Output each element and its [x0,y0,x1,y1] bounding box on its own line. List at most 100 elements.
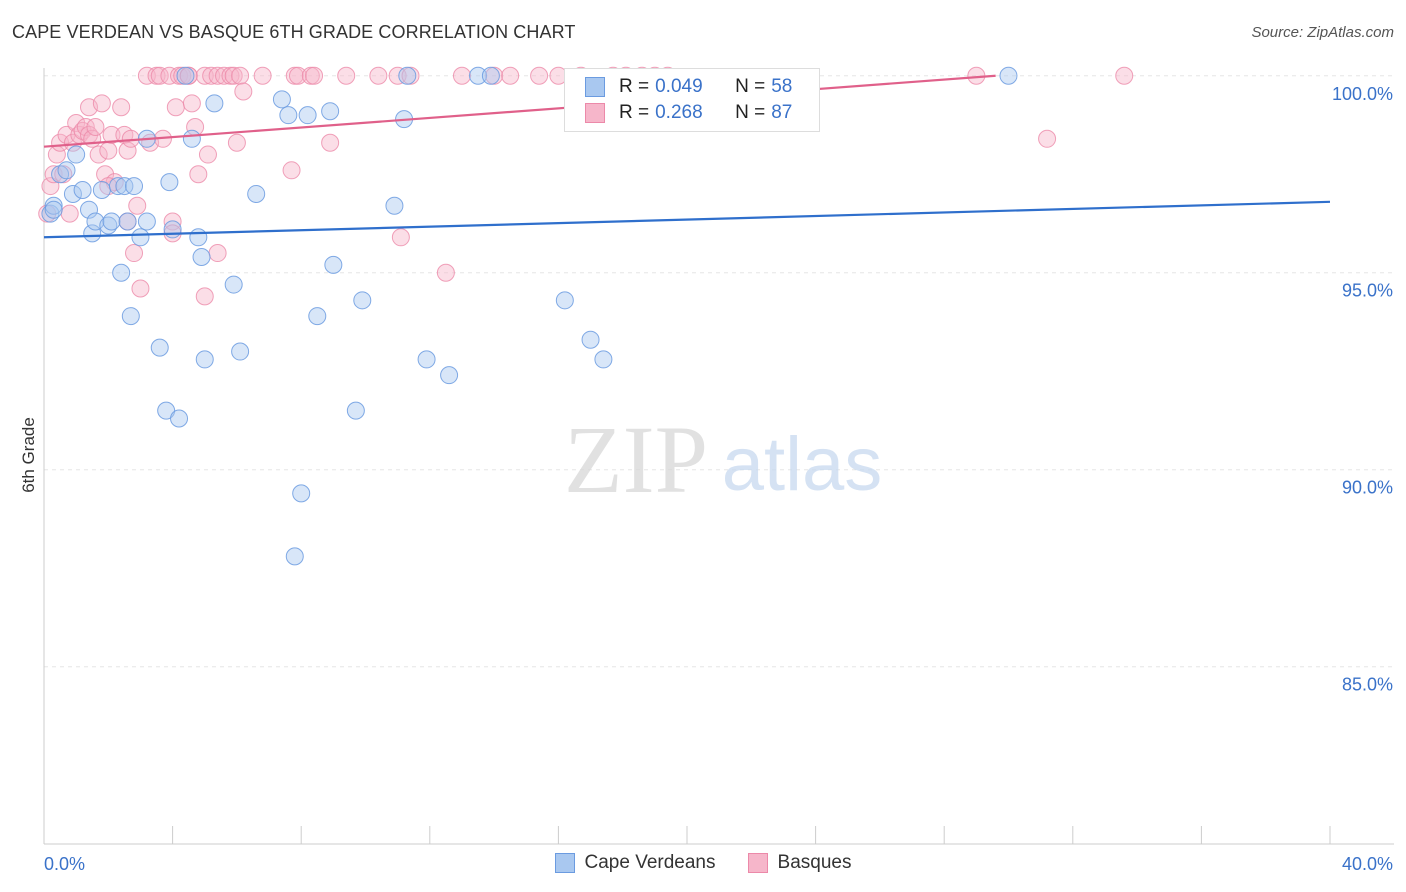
cape-verdeans-trend-line [43,200,1331,239]
legend-r-label: R = [619,76,650,97]
basques-point [160,66,179,85]
basques-point [99,141,118,160]
legend-label-cape-verdeans: Cape Verdeans [584,852,716,873]
cape-verdeans-point [163,220,182,239]
cape-verdeans-point [308,307,327,326]
cape-verdeans-points [41,66,1018,566]
cape-verdeans-point [63,184,82,203]
axis-layer [43,68,1394,845]
basques-point [1038,129,1057,148]
cape-verdeans-point [150,338,169,357]
cape-verdeans-point [581,330,600,349]
cape-verdeans-point [44,196,63,215]
cape-verdeans-point [189,228,208,247]
cape-verdeans-point [192,247,211,266]
watermark: ZIP atlas [564,406,882,513]
legend-swatch-blue [554,853,575,873]
cape-verdeans-point [83,224,102,243]
basques-point [530,66,549,85]
y-tick-label: 100.0% [1332,84,1393,104]
chart-title: CAPE VERDEAN VS BASQUE 6TH GRADE CORRELA… [12,22,576,42]
y-tick-label: 85.0% [1342,675,1393,695]
cape-verdeans-point [67,145,86,164]
cape-verdeans-point [160,173,179,192]
basques-point [253,66,272,85]
basques-point [208,66,227,85]
basques-point [150,66,169,85]
cape-verdeans-point [398,66,417,85]
basques-point [195,287,214,306]
legend-n-value: 87 [771,102,793,123]
legend-r-value: 0.049 [655,76,703,97]
basques-point [198,145,217,164]
cape-verdeans-point [231,342,250,361]
cape-verdeans-point [205,94,224,113]
basques-point [436,263,455,282]
basques-point [234,82,253,101]
legend-n-value: 58 [771,76,793,97]
cape-verdeans-point [108,177,127,196]
basques-point [195,66,214,85]
tick-labels: 100.0% 95.0% 90.0% 85.0% 0.0% 40.0% [44,84,1393,874]
cape-verdeans-point [279,106,298,125]
basques-point [96,165,115,184]
cape-verdeans-point [112,263,131,282]
cape-verdeans-point [195,350,214,369]
cape-verdeans-point [272,90,291,109]
y-axis-label: 6th Grade [19,417,38,493]
legend-item-basques[interactable]: Basques [747,852,851,874]
x-tick-label: 0.0% [44,854,85,874]
basques-point [501,66,520,85]
series-legend: Cape Verdeans Basques [0,852,1406,874]
basques-point [202,66,221,85]
cape-verdeans-point [321,102,340,121]
grid-layer [44,75,1394,668]
cape-verdeans-point [118,212,137,231]
cape-verdeans-point [125,177,144,196]
cape-verdeans-point [555,291,574,310]
cape-verdeans-point [44,200,63,219]
cape-verdeans-point [292,484,311,503]
cape-verdeans-point [440,366,459,385]
cape-verdeans-point [346,401,365,420]
basques-point [137,66,156,85]
basques-point [182,94,201,113]
cape-verdeans-point [170,409,189,428]
cape-verdeans-point [385,196,404,215]
legend-r-label: R = [619,102,650,123]
cape-verdeans-point [298,106,317,125]
basques-trend-line [43,74,996,148]
legend-item-cape-verdeans[interactable]: Cape Verdeans [554,852,716,874]
basques-point [215,66,234,85]
cape-verdeans-point [115,177,134,196]
basques-point [92,94,111,113]
cape-verdeans-point [417,350,436,369]
basques-point [118,141,137,160]
legend-row-cape-verdeans: R = 0.049 N = 58 [585,75,792,99]
basques-point [452,66,471,85]
basques-point [391,228,410,247]
source-label: Source: ZipAtlas.com [1251,24,1394,41]
basques-point [369,66,388,85]
cape-verdeans-point [157,401,176,420]
cape-verdeans-point [73,181,92,200]
y-tick-label: 95.0% [1342,281,1393,301]
basques-point [102,125,121,144]
legend-swatch-pink [585,103,605,123]
cape-verdeans-point [594,350,613,369]
cape-verdeans-point [999,66,1018,85]
basques-point [112,98,131,117]
basques-point [189,165,208,184]
basques-point [86,117,105,136]
cape-verdeans-point [137,212,156,231]
basques-point [227,133,246,152]
cape-verdeans-point [224,275,243,294]
basques-point [89,145,108,164]
basques-point [41,177,60,196]
basques-point [337,66,356,85]
basques-point [125,244,144,263]
cape-verdeans-point [80,200,99,219]
cape-verdeans-point [247,184,266,203]
legend-row-basques: R = 0.268 N = 87 [585,101,792,125]
cape-verdeans-point [324,255,343,274]
